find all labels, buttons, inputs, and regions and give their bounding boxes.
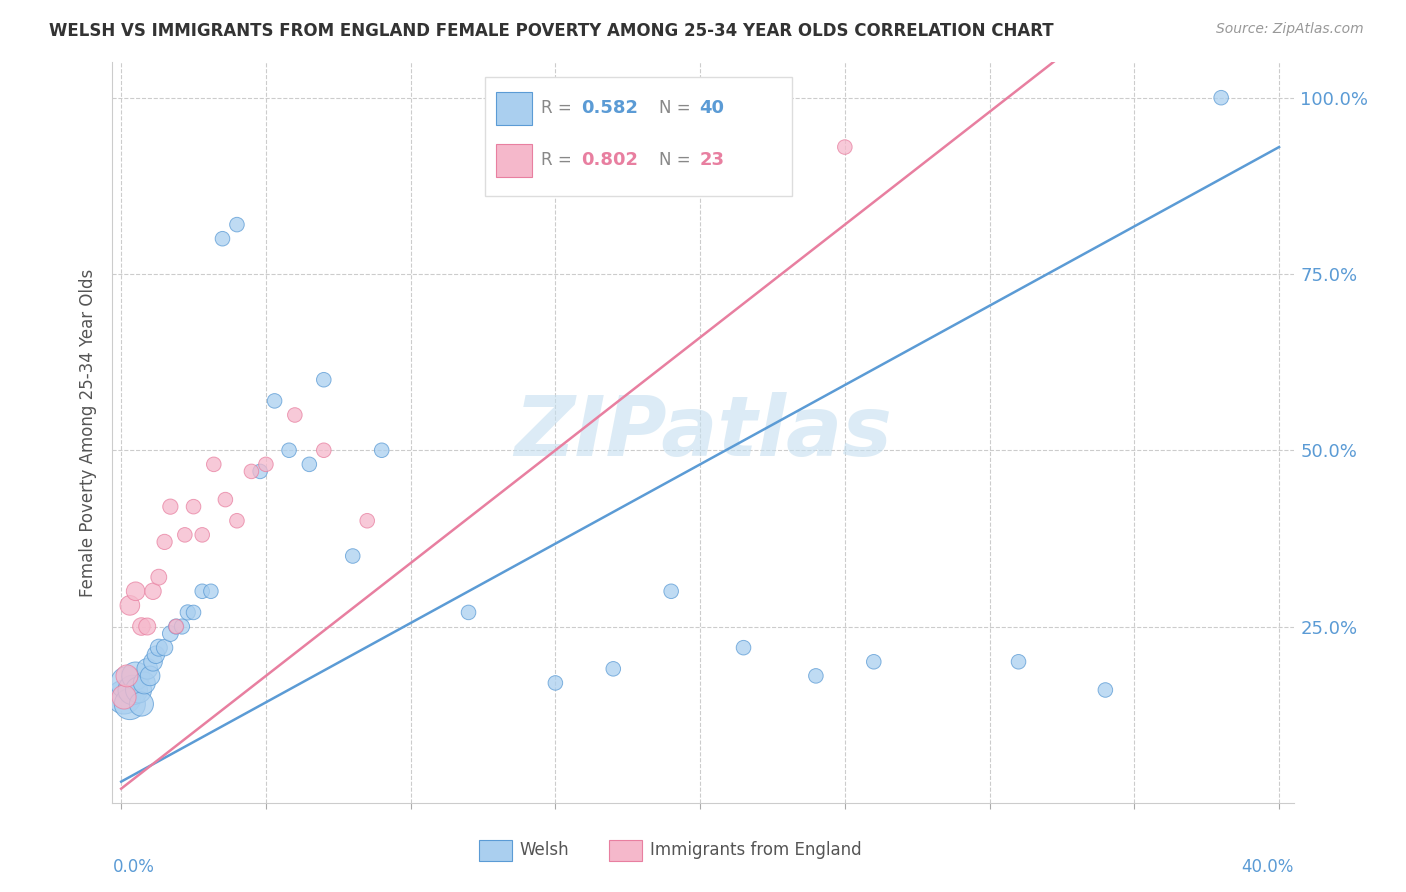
FancyBboxPatch shape [609, 840, 641, 861]
Point [457, 606, 479, 620]
Point [145, 648, 167, 662]
Point [659, 584, 682, 599]
Point [159, 626, 181, 640]
Point [214, 492, 236, 507]
Point [142, 655, 165, 669]
Point [1094, 683, 1116, 698]
Point [115, 669, 138, 683]
Point [226, 218, 249, 232]
Text: N =: N = [659, 151, 696, 169]
Point [131, 697, 153, 711]
Point [159, 500, 181, 514]
Text: Welsh: Welsh [520, 841, 569, 859]
Point [312, 443, 335, 458]
Point [312, 373, 335, 387]
Point [134, 676, 156, 690]
Point [153, 535, 176, 549]
Point [834, 140, 856, 154]
Point [118, 697, 141, 711]
Text: 40.0%: 40.0% [1241, 858, 1294, 876]
Point [112, 690, 135, 704]
Point [191, 584, 214, 599]
Y-axis label: Female Poverty Among 25-34 Year Olds: Female Poverty Among 25-34 Year Olds [79, 268, 97, 597]
Text: 23: 23 [699, 151, 724, 169]
Text: 0.802: 0.802 [581, 151, 638, 169]
Point [278, 443, 301, 458]
Point [226, 514, 249, 528]
Point [148, 640, 170, 655]
Point [124, 669, 146, 683]
Point [136, 619, 159, 633]
Text: R =: R = [541, 99, 578, 118]
Point [1211, 91, 1233, 105]
Point [165, 619, 187, 633]
Point [342, 549, 364, 563]
Point [177, 606, 200, 620]
Point [118, 599, 141, 613]
Point [602, 662, 624, 676]
FancyBboxPatch shape [496, 144, 531, 178]
Point [131, 619, 153, 633]
Point [183, 500, 205, 514]
Point [128, 683, 150, 698]
Point [165, 619, 187, 633]
Point [183, 606, 205, 620]
Point [124, 584, 146, 599]
Point [153, 640, 176, 655]
Text: 0.582: 0.582 [581, 99, 638, 118]
FancyBboxPatch shape [478, 840, 512, 861]
Point [170, 619, 193, 633]
FancyBboxPatch shape [496, 92, 531, 126]
Point [191, 528, 214, 542]
Text: N =: N = [659, 99, 696, 118]
Point [298, 458, 321, 472]
Point [142, 584, 165, 599]
Text: R =: R = [541, 151, 578, 169]
Point [284, 408, 307, 422]
Point [202, 458, 225, 472]
Point [211, 232, 233, 246]
Point [249, 464, 271, 478]
Point [121, 683, 143, 698]
Text: 0.0%: 0.0% [112, 858, 155, 876]
Point [733, 640, 755, 655]
Point [112, 690, 135, 704]
Point [263, 393, 285, 408]
Point [240, 464, 263, 478]
Point [544, 676, 567, 690]
Point [356, 514, 378, 528]
Point [136, 662, 159, 676]
Point [254, 458, 277, 472]
Point [148, 570, 170, 584]
Point [139, 669, 162, 683]
Text: Immigrants from England: Immigrants from England [650, 841, 862, 859]
Text: ZIPatlas: ZIPatlas [515, 392, 891, 473]
Point [804, 669, 827, 683]
Text: WELSH VS IMMIGRANTS FROM ENGLAND FEMALE POVERTY AMONG 25-34 YEAR OLDS CORRELATIO: WELSH VS IMMIGRANTS FROM ENGLAND FEMALE … [49, 22, 1054, 40]
Point [370, 443, 392, 458]
Point [200, 584, 222, 599]
Point [862, 655, 884, 669]
Text: 40: 40 [699, 99, 724, 118]
Point [115, 676, 138, 690]
Point [173, 528, 195, 542]
Text: Source: ZipAtlas.com: Source: ZipAtlas.com [1216, 22, 1364, 37]
Point [1007, 655, 1029, 669]
FancyBboxPatch shape [485, 78, 792, 195]
